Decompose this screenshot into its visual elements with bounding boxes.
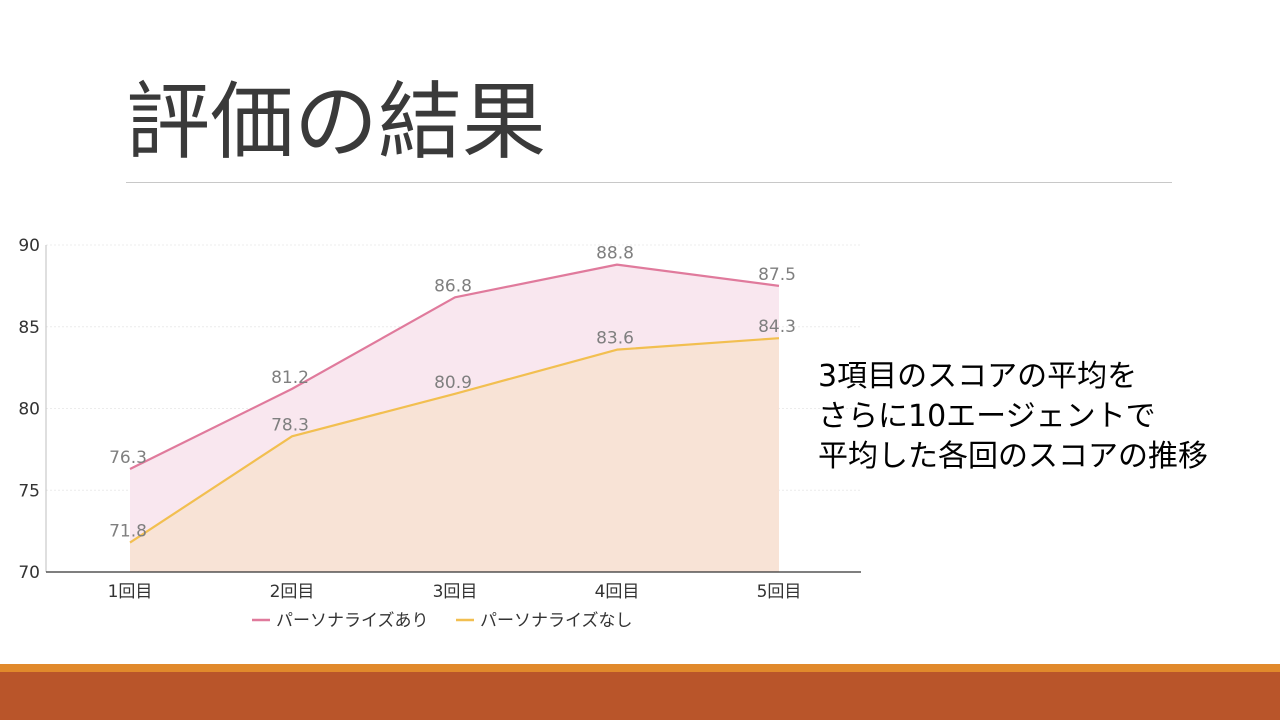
data-label: 71.8 bbox=[109, 522, 147, 542]
x-tick-labels: 1回目 2回目 3回目 4回目 5回目 bbox=[108, 582, 802, 602]
series-areas bbox=[130, 264, 779, 572]
series-area-2 bbox=[130, 338, 779, 572]
data-label: 76.3 bbox=[109, 448, 147, 468]
series-line-2 bbox=[129, 337, 780, 544]
data-label: 86.8 bbox=[434, 276, 472, 296]
y-tick-label: 70 bbox=[18, 563, 40, 583]
y-tick-label: 85 bbox=[18, 318, 40, 338]
data-label: 78.3 bbox=[271, 415, 309, 435]
title-divider bbox=[126, 182, 1172, 183]
data-label: 84.3 bbox=[758, 317, 796, 337]
x-tick-label: 1回目 bbox=[108, 582, 153, 602]
chart-description: 3項目のスコアの平均を さらに10エージェントで 平均した各回のスコアの推移 bbox=[818, 357, 1208, 477]
data-label: 87.5 bbox=[758, 265, 796, 285]
description-line-2: さらに10エージェントで bbox=[818, 399, 1156, 434]
data-labels: 76.3 81.2 86.8 88.8 87.5 71.8 78.3 80.9 83.6 84.3 bbox=[109, 244, 796, 542]
legend-label-2: パーソナライズなし bbox=[480, 611, 633, 631]
data-label: 83.6 bbox=[596, 329, 634, 349]
data-label: 80.9 bbox=[434, 373, 472, 393]
series-line-1 bbox=[129, 263, 780, 470]
data-label: 81.2 bbox=[271, 368, 309, 388]
slide-title: 評価の結果 bbox=[126, 73, 547, 171]
y-tick-label: 80 bbox=[18, 400, 40, 420]
data-label: 88.8 bbox=[596, 244, 634, 264]
footer-accent-stripe bbox=[0, 664, 1280, 672]
description-line-1: 3項目のスコアの平均を bbox=[818, 359, 1138, 394]
y-tick-label: 90 bbox=[18, 236, 40, 256]
x-tick-label: 2回目 bbox=[270, 582, 315, 602]
legend: パーソナライズあり パーソナライズなし bbox=[252, 611, 633, 631]
x-tick-label: 3回目 bbox=[433, 582, 478, 602]
legend-label-1: パーソナライズあり bbox=[276, 611, 429, 631]
x-tick-label: 5回目 bbox=[757, 582, 802, 602]
footer-band bbox=[0, 672, 1280, 720]
axes bbox=[45, 245, 861, 573]
y-tick-label: 75 bbox=[18, 481, 40, 501]
description-line-3: 平均した各回のスコアの推移 bbox=[818, 439, 1208, 474]
score-chart: 76.3 81.2 86.8 88.8 87.5 71.8 78.3 80.9 83.6 84.3… bbox=[18, 236, 861, 631]
x-tick-label: 4回目 bbox=[595, 582, 640, 602]
y-tick-labels: 70 75 80 85 90 bbox=[18, 236, 40, 583]
series-lines bbox=[129, 263, 780, 544]
